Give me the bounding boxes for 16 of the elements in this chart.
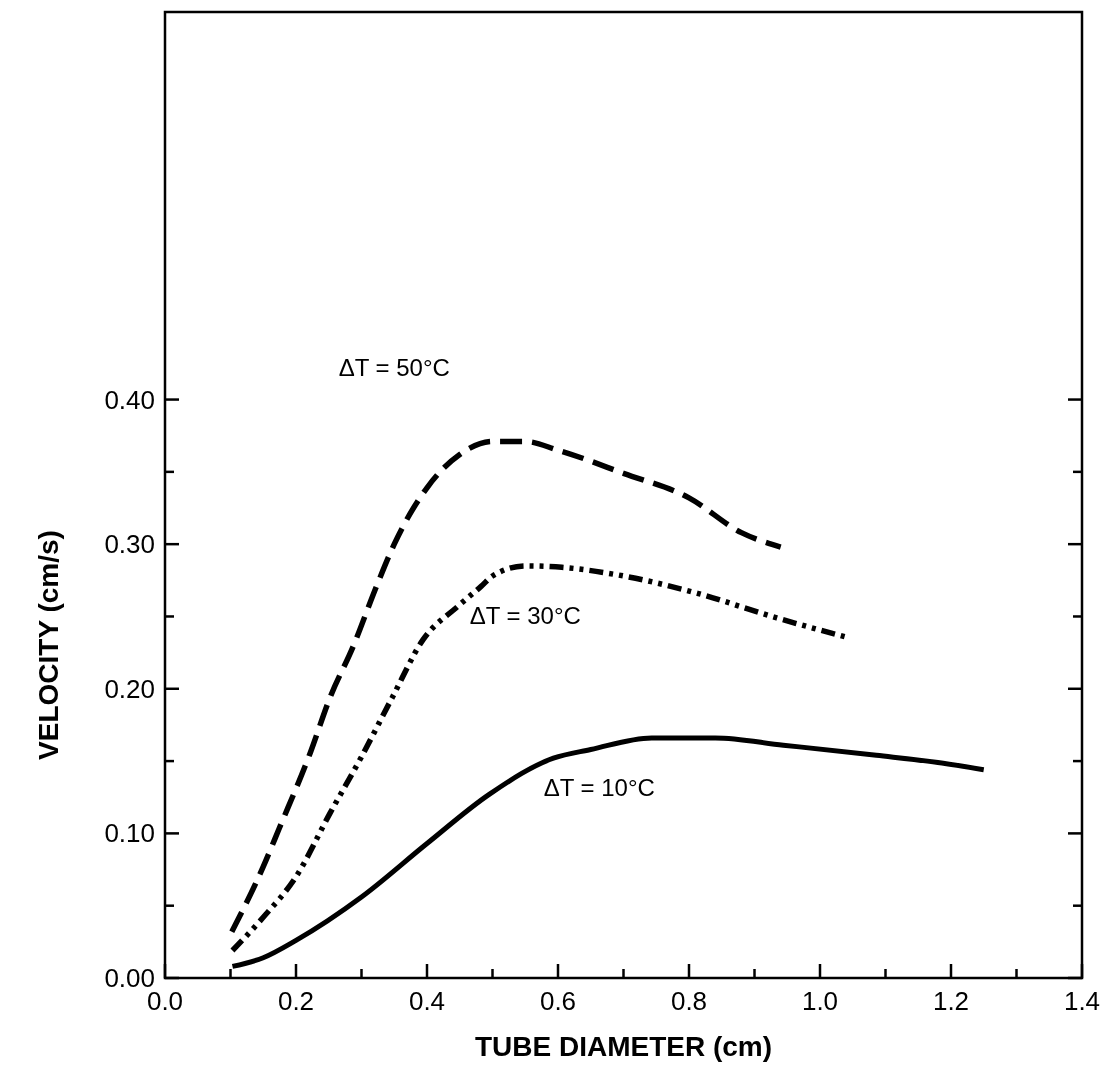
y-tick-label: 0.30	[104, 529, 155, 560]
y-tick-label: 0.10	[104, 818, 155, 849]
y-axis-title: VELOCITY (cm/s)	[33, 530, 64, 760]
x-tick-label: 0.2	[277, 986, 315, 1016]
x-tick-label: 1.2	[932, 986, 970, 1016]
series-label: ΔT = 30°C	[469, 601, 581, 629]
x-tick-label: 1.4	[1063, 986, 1101, 1016]
series-label: ΔT = 10°C	[543, 773, 655, 801]
text: ΔT = 50°C	[338, 354, 450, 382]
x-tick-label: 1.0	[801, 986, 839, 1016]
y-tick-label: 0.40	[104, 384, 155, 415]
x-tick-label: 0.4	[408, 986, 446, 1016]
y-tick-label: 0.20	[104, 673, 155, 704]
x-axis-title: TUBE DIAMETER (cm)	[474, 1031, 773, 1062]
x-tick-label: 0.6	[539, 986, 577, 1016]
x-tick-label: 0.8	[670, 986, 708, 1016]
